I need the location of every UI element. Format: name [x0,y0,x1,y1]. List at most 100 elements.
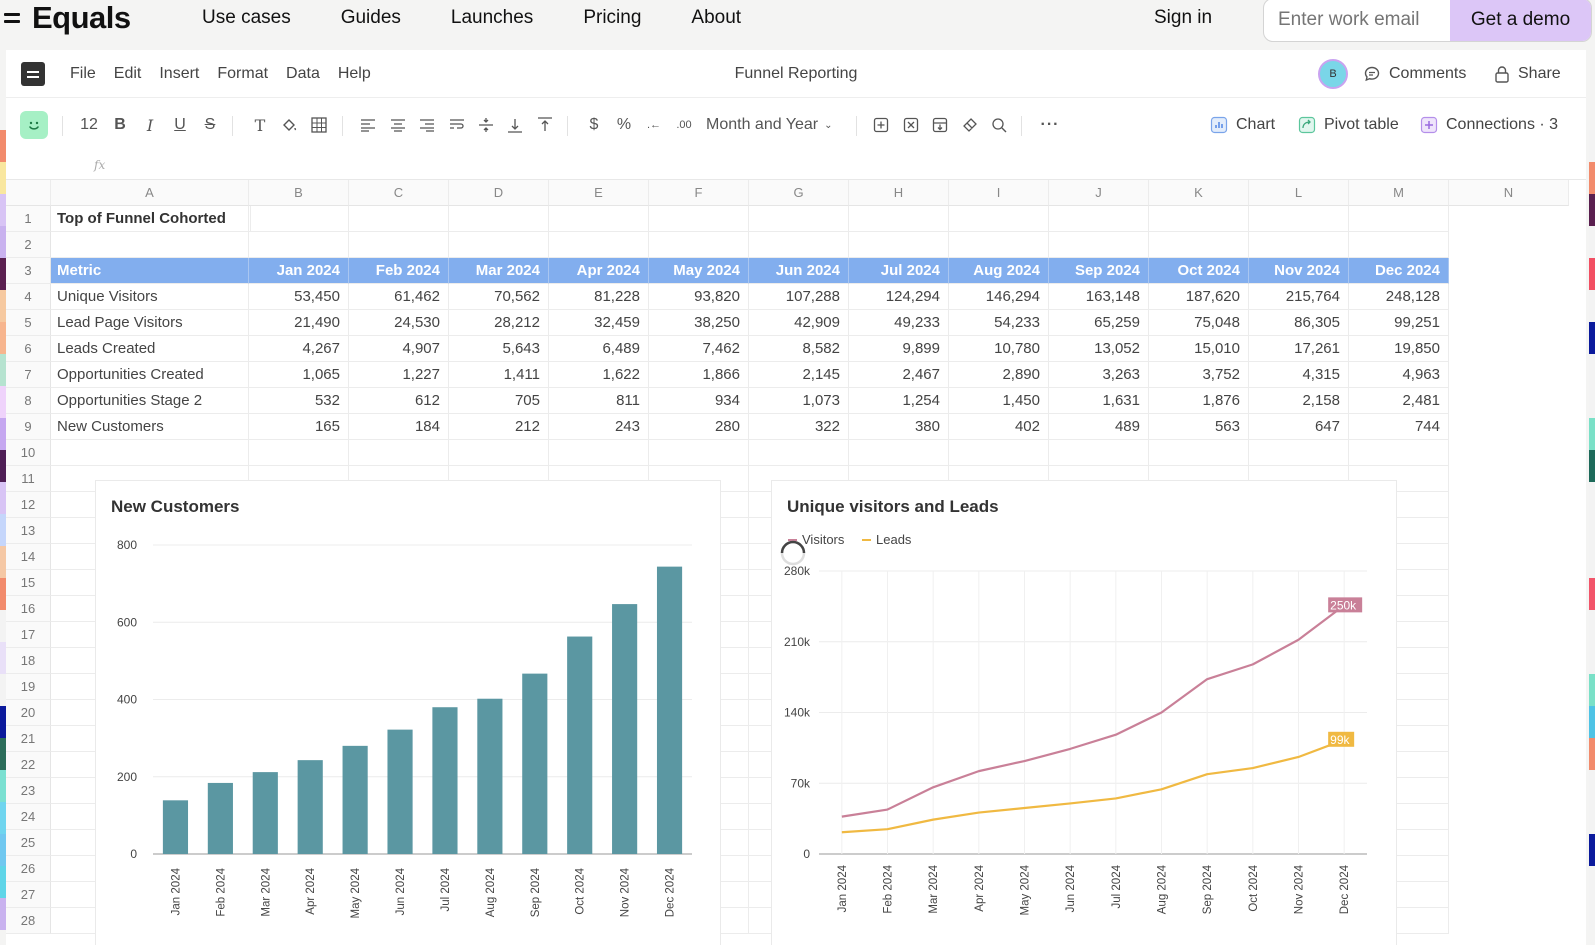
column-header[interactable]: C [349,180,449,206]
table-cell[interactable]: 2,467 [849,362,949,388]
table-cell[interactable]: 2,145 [749,362,849,388]
cell[interactable] [1349,778,1449,804]
column-header[interactable]: M [1349,180,1449,206]
table-cell[interactable]: 165 [249,414,349,440]
download-icon[interactable] [930,112,950,138]
table-cell[interactable]: 17,261 [1249,336,1349,362]
table-cell[interactable]: 81,228 [549,284,649,310]
table-cell[interactable]: 32,459 [549,310,649,336]
vertical-align-top-icon[interactable] [535,112,555,138]
sign-in-link[interactable]: Sign in [1154,7,1213,28]
increase-decimal-icon[interactable]: .00 [676,119,692,131]
column-header[interactable]: L [1249,180,1349,206]
table-header-month[interactable]: May 2024 [649,258,749,284]
align-left-icon[interactable] [358,112,378,138]
row-label[interactable]: Opportunities Created [51,362,249,388]
cell[interactable] [1349,466,1449,492]
menu-edit[interactable]: Edit [113,65,142,82]
cell[interactable] [749,440,849,466]
row-header[interactable]: 11 [6,466,51,492]
table-cell[interactable]: 2,890 [949,362,1049,388]
nav-about[interactable]: About [691,7,742,28]
insert-icon[interactable] [871,112,891,138]
row-label[interactable]: Lead Page Visitors [51,310,249,336]
get-demo-button[interactable]: Get a demo [1450,0,1591,41]
menu-file[interactable]: File [70,65,96,82]
table-cell[interactable]: 13,052 [1049,336,1149,362]
table-cell[interactable]: 402 [949,414,1049,440]
table-cell[interactable]: 4,963 [1349,362,1449,388]
column-header[interactable]: D [449,180,549,206]
row-header[interactable]: 24 [6,804,51,830]
nav-use-cases[interactable]: Use cases [202,7,291,28]
table-cell[interactable]: 4,267 [249,336,349,362]
nav-launches[interactable]: Launches [450,7,534,28]
cell[interactable] [1249,440,1349,466]
app-menu-icon[interactable] [21,62,45,86]
cell[interactable] [1049,206,1149,232]
table-header-month[interactable]: Jan 2024 [249,258,349,284]
table-cell[interactable]: 124,294 [849,284,949,310]
eraser-icon[interactable] [960,112,980,138]
pivot-table-button[interactable]: Pivot table [1298,112,1399,138]
row-header[interactable]: 17 [6,622,51,648]
table-cell[interactable]: 5,643 [449,336,549,362]
table-cell[interactable]: 93,820 [649,284,749,310]
table-cell[interactable]: 2,158 [1249,388,1349,414]
strikethrough-icon[interactable]: S [204,116,216,133]
table-cell[interactable]: 215,764 [1249,284,1349,310]
table-cell[interactable]: 6,489 [549,336,649,362]
cell[interactable] [449,232,549,258]
spreadsheet-grid[interactable]: A B C D E F G H I J K L M N 1 2 3 4 5 6 7 8 9 10 11 12 13 14 15 16 17 1… [6,180,1586,945]
table-cell[interactable]: 811 [549,388,649,414]
row-header[interactable]: 21 [6,726,51,752]
cell[interactable] [1149,232,1249,258]
column-header[interactable]: N [1449,180,1569,206]
cell[interactable] [649,440,749,466]
table-cell[interactable]: 184 [349,414,449,440]
row-header[interactable]: 9 [6,414,51,440]
column-header[interactable]: B [249,180,349,206]
table-cell[interactable]: 563 [1149,414,1249,440]
row-label[interactable]: Opportunities Stage 2 [51,388,249,414]
cell[interactable] [1349,232,1449,258]
table-cell[interactable]: 2,481 [1349,388,1449,414]
cell[interactable] [1349,596,1449,622]
table-cell[interactable]: 42,909 [749,310,849,336]
table-cell[interactable]: 54,233 [949,310,1049,336]
table-cell[interactable]: 744 [1349,414,1449,440]
table-cell[interactable]: 280 [649,414,749,440]
row-header[interactable]: 12 [6,492,51,518]
table-cell[interactable]: 322 [749,414,849,440]
row-header[interactable]: 1 [6,206,51,232]
table-header-month[interactable]: Jul 2024 [849,258,949,284]
column-header[interactable]: E [549,180,649,206]
row-header[interactable]: 4 [6,284,51,310]
table-cell[interactable]: 1,631 [1049,388,1149,414]
section-title[interactable]: Top of Funnel Cohorted [51,206,251,232]
cell[interactable] [849,440,949,466]
cell[interactable] [1349,440,1449,466]
table-cell[interactable]: 1,254 [849,388,949,414]
underline-icon[interactable]: U [174,116,186,133]
table-cell[interactable]: 4,907 [349,336,449,362]
row-header[interactable]: 3 [6,258,51,284]
cell[interactable] [51,232,249,258]
share-button[interactable]: Share [1494,50,1561,98]
table-cell[interactable]: 489 [1049,414,1149,440]
cell[interactable] [1349,206,1449,232]
avatar[interactable]: B [1318,59,1348,89]
table-cell[interactable]: 65,259 [1049,310,1149,336]
column-header[interactable]: K [1149,180,1249,206]
table-cell[interactable]: 1,065 [249,362,349,388]
cell[interactable] [949,440,1049,466]
table-header-metric[interactable]: Metric [51,258,249,284]
table-cell[interactable]: 53,450 [249,284,349,310]
cell[interactable] [1249,206,1349,232]
table-cell[interactable]: 7,462 [649,336,749,362]
table-cell[interactable]: 28,212 [449,310,549,336]
cell[interactable] [1249,232,1349,258]
row-header[interactable]: 19 [6,674,51,700]
row-header[interactable]: 18 [6,648,51,674]
cell[interactable] [549,232,649,258]
